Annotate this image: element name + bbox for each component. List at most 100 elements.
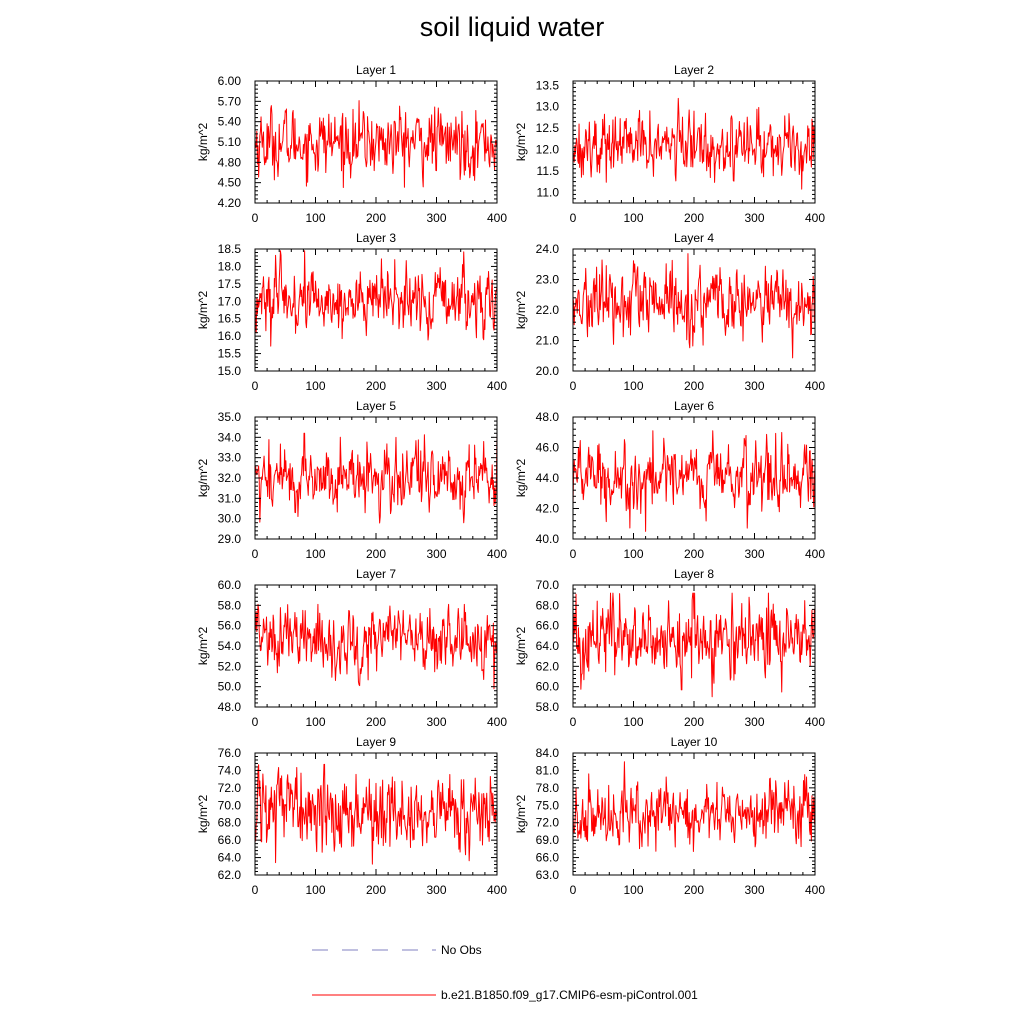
x-tick-label: 200 <box>684 547 704 561</box>
x-tick-label: 400 <box>805 547 825 561</box>
x-tick-label: 0 <box>252 211 259 225</box>
y-tick-label: 56.0 <box>218 619 242 633</box>
x-tick-label: 200 <box>684 379 704 393</box>
y-tick-label: 58.0 <box>536 700 560 714</box>
chart-title: soil liquid water <box>419 12 605 42</box>
panel-title: Layer 4 <box>674 231 714 245</box>
series-line <box>254 250 498 347</box>
panel-layer-4: Layer 4 kg/m^2 0 100 200 300 400 20.0 21.0 22.0 23… <box>514 231 825 393</box>
y-tick-label: 54.0 <box>218 639 242 653</box>
x-tick-label: 100 <box>623 379 643 393</box>
x-tick-label: 400 <box>487 211 507 225</box>
x-tick-label: 400 <box>805 883 825 897</box>
panel-title: Layer 9 <box>356 735 396 749</box>
x-tick-label: 100 <box>623 547 643 561</box>
y-tick-label: 15.5 <box>218 347 242 361</box>
y-axis-label: kg/m^2 <box>514 795 528 834</box>
y-tick-label: 68.0 <box>536 598 560 612</box>
x-tick-label: 200 <box>366 379 386 393</box>
y-tick-label: 66.0 <box>218 833 242 847</box>
y-tick-label: 66.0 <box>536 619 560 633</box>
x-tick-label: 100 <box>305 715 325 729</box>
legend: No Obs b.e21.B1850.f09_g17.CMIP6-esm-piCo… <box>312 943 698 1002</box>
x-tick-label: 200 <box>366 211 386 225</box>
series-line <box>254 432 498 524</box>
y-tick-label: 4.80 <box>218 155 242 169</box>
x-tick-label: 300 <box>426 883 446 897</box>
y-tick-label: 48.0 <box>536 410 560 424</box>
y-tick-label: 22.0 <box>536 303 560 317</box>
x-tick-label: 300 <box>744 715 764 729</box>
series-line <box>572 592 816 698</box>
x-tick-label: 300 <box>426 547 446 561</box>
y-tick-label: 60.0 <box>218 578 242 592</box>
y-tick-label: 32.0 <box>218 471 242 485</box>
x-tick-label: 400 <box>487 715 507 729</box>
y-tick-label: 33.0 <box>218 451 242 465</box>
y-tick-label: 30.0 <box>218 512 242 526</box>
y-tick-label: 60.0 <box>536 680 560 694</box>
y-tick-label: 29.0 <box>218 532 242 546</box>
y-tick-label: 13.5 <box>536 78 560 92</box>
y-tick-label: 63.0 <box>536 868 560 882</box>
y-tick-label: 68.0 <box>218 816 242 830</box>
y-tick-label: 70.0 <box>218 798 242 812</box>
y-tick-label: 5.10 <box>218 135 242 149</box>
y-tick-label: 50.0 <box>218 680 242 694</box>
y-axis-label: kg/m^2 <box>196 123 210 162</box>
series-line <box>572 97 816 190</box>
y-tick-label: 17.5 <box>218 277 242 291</box>
x-tick-label: 100 <box>623 211 643 225</box>
y-tick-label: 4.50 <box>218 176 242 190</box>
y-tick-label: 21.0 <box>536 334 560 348</box>
y-tick-label: 81.0 <box>536 763 560 777</box>
series-line <box>572 761 816 852</box>
x-tick-label: 0 <box>570 883 577 897</box>
y-tick-label: 74.0 <box>218 763 242 777</box>
panel-layer-2: Layer 2 kg/m^2 0 100 200 300 400 11.0 11.5 12.0 12… <box>514 63 825 225</box>
panel-title: Layer 8 <box>674 567 714 581</box>
x-tick-label: 0 <box>252 883 259 897</box>
y-axis-label: kg/m^2 <box>514 627 528 666</box>
series-line <box>572 253 816 359</box>
x-tick-label: 300 <box>744 883 764 897</box>
panel-layer-7: Layer 7 kg/m^2 0 100 200 300 400 48.0 50.0 52.0 54… <box>196 567 507 729</box>
y-tick-label: 62.0 <box>536 659 560 673</box>
y-tick-label: 64.0 <box>218 851 242 865</box>
y-tick-label: 72.0 <box>536 816 560 830</box>
y-tick-label: 20.0 <box>536 364 560 378</box>
y-tick-label: 13.0 <box>536 100 560 114</box>
y-tick-label: 72.0 <box>218 781 242 795</box>
x-tick-label: 300 <box>426 715 446 729</box>
y-axis-label: kg/m^2 <box>196 459 210 498</box>
series-line <box>254 603 498 690</box>
x-tick-label: 300 <box>744 547 764 561</box>
y-tick-label: 62.0 <box>218 868 242 882</box>
y-tick-label: 44.0 <box>536 471 560 485</box>
y-tick-label: 12.5 <box>536 121 560 135</box>
x-tick-label: 200 <box>684 883 704 897</box>
y-tick-label: 69.0 <box>536 833 560 847</box>
x-tick-label: 100 <box>305 211 325 225</box>
y-tick-label: 42.0 <box>536 502 560 516</box>
x-tick-label: 400 <box>805 715 825 729</box>
x-tick-label: 0 <box>570 547 577 561</box>
series-line <box>254 763 498 865</box>
panel-layer-8: Layer 8 kg/m^2 0 100 200 300 400 58.0 60.0 62.0 64… <box>514 567 825 729</box>
y-tick-label: 5.70 <box>218 94 242 108</box>
y-axis-label: kg/m^2 <box>196 291 210 330</box>
x-tick-label: 0 <box>252 379 259 393</box>
x-tick-label: 200 <box>366 547 386 561</box>
y-tick-label: 6.00 <box>218 74 242 88</box>
panel-layer-10: Layer 10 kg/m^2 0 100 200 300 400 63.0 66.0 69.0 7… <box>514 735 825 897</box>
x-tick-label: 400 <box>805 379 825 393</box>
x-tick-label: 0 <box>252 715 259 729</box>
y-tick-label: 11.0 <box>537 185 560 199</box>
x-tick-label: 300 <box>426 211 446 225</box>
y-tick-label: 12.0 <box>536 142 560 156</box>
y-axis-label: kg/m^2 <box>196 795 210 834</box>
y-tick-label: 34.0 <box>218 430 242 444</box>
x-tick-label: 400 <box>805 211 825 225</box>
y-tick-label: 76.0 <box>218 746 242 760</box>
